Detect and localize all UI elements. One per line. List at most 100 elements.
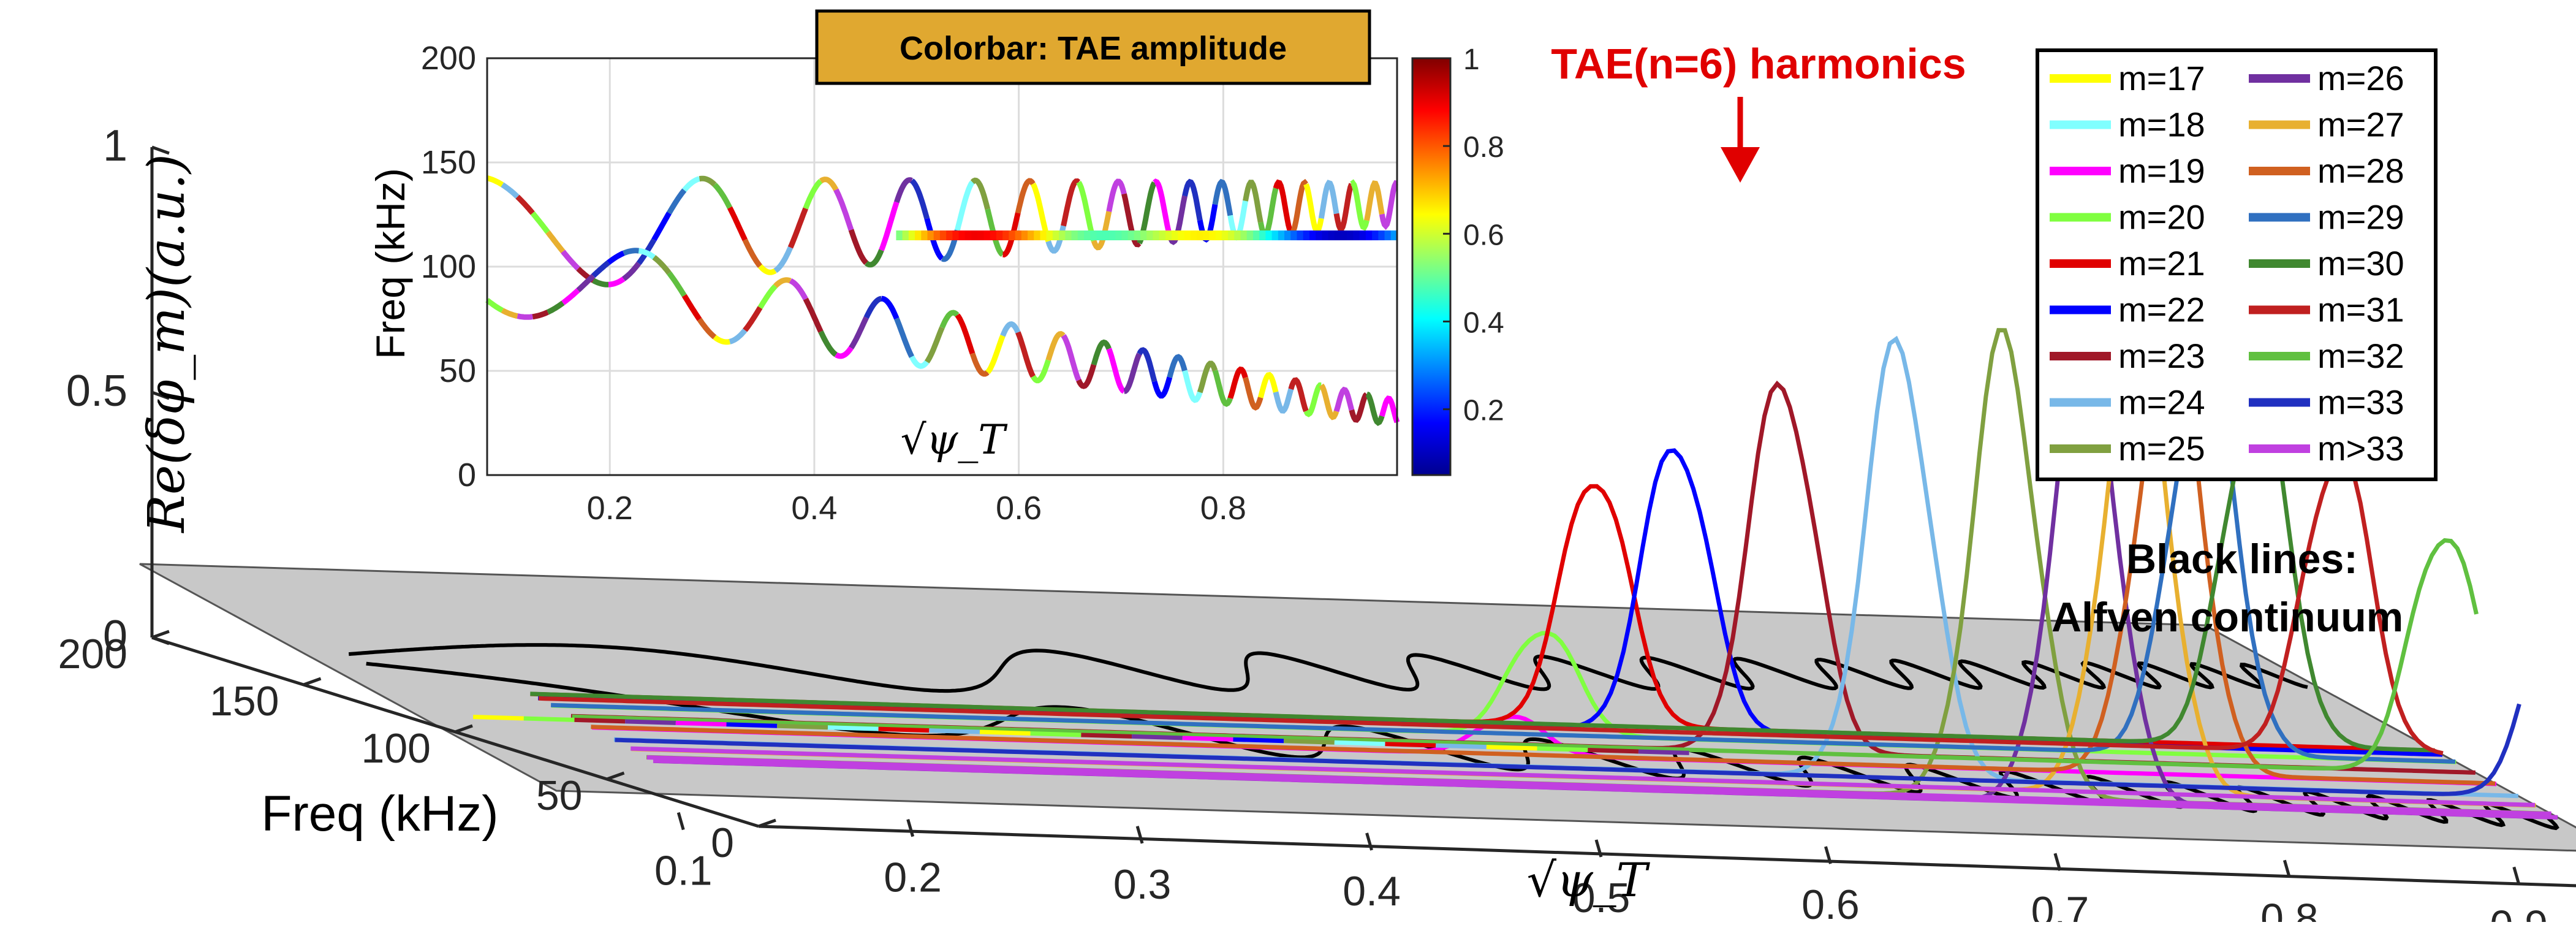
tae-annotation: TAE(n=6) harmonics (1551, 40, 1966, 88)
baseline-segment-11 (1030, 731, 1082, 737)
inset-lower-branch-segment-34 (1000, 321, 1021, 337)
inset-lower-branch-segment-16 (729, 328, 748, 344)
z-axis-label: Re(δφ_m)(a.u.) (138, 154, 196, 534)
amp-bar-segment-11 (964, 230, 972, 240)
inset-upper-branch-segment-3 (530, 211, 550, 234)
x-tick-label-6: 0.7 (2031, 888, 2089, 922)
inset-lower-branch-segment-23 (834, 346, 854, 359)
legend-label-15: m=32 (2317, 337, 2404, 375)
amp-bar-segment-79 (1390, 230, 1398, 240)
legend-label-17: m>33 (2317, 429, 2404, 468)
legend-label-0: m=17 (2118, 59, 2205, 97)
baseline-segment-18 (1385, 742, 1436, 748)
amp-bar-segment-46 (1184, 230, 1191, 240)
inset-upper-branch-segment-21 (803, 178, 823, 210)
inset-upper-branch-segment-0 (486, 175, 504, 188)
inset-upper-branch-segment-25 (864, 249, 884, 268)
inset-lower-branch-segment-2 (517, 313, 533, 320)
amp-bar-segment-7 (939, 230, 947, 240)
y-tick-label-0: 0 (711, 820, 734, 866)
inset-upper-branch-segment-52 (1273, 179, 1294, 234)
baseline-segment-13 (1131, 734, 1183, 740)
amp-bar-segment-0 (896, 230, 903, 240)
inset-upper-branch-segment-14 (699, 175, 717, 187)
amp-bar-segment-35 (1115, 230, 1123, 240)
harmonic-curve-17 (631, 746, 2536, 807)
inset-upper-branch-segment-17 (742, 238, 763, 268)
amp-bar-segment-76 (1372, 230, 1379, 240)
amp-bar-segment-67 (1316, 230, 1323, 240)
amp-bar-segment-16 (996, 230, 1004, 240)
inset-upper-branch-segment-27 (894, 177, 913, 204)
amp-bar-segment-23 (1040, 230, 1047, 240)
inset-lower-branch-segment-5 (561, 288, 580, 305)
inset-ytick-label-2: 100 (421, 248, 476, 285)
inset-upper-branch-segment-5 (561, 249, 580, 271)
inset-xlabel: √ψ_T (901, 416, 1009, 463)
amp-bar-segment-13 (977, 230, 985, 240)
inset-lower-branch-segment-11 (652, 255, 672, 275)
amp-bar-segment-52 (1221, 230, 1229, 240)
baseline-segment-10 (979, 729, 1031, 736)
amp-bar-segment-27 (1065, 230, 1072, 240)
amp-bar-segment-39 (1140, 230, 1148, 240)
harmonic-curve-13 (572, 538, 2479, 771)
colorbar: 0.2 0.4 0.6 0.8 1 (1411, 44, 1504, 476)
inset-upper-branch-segment-2 (515, 194, 535, 215)
amp-bar-segment-29 (1077, 230, 1085, 240)
inset-lower-branch-segment-38 (1061, 334, 1082, 381)
amp-bar-segment-42 (1159, 230, 1166, 240)
baseline-segment-1 (523, 716, 575, 722)
amp-bar-segment-20 (1021, 230, 1029, 240)
x-tick-label-7: 0.8 (2260, 895, 2319, 922)
inset-lower-branch-segment-33 (985, 335, 1006, 375)
inset-lower-branch-segment-55 (1319, 383, 1339, 421)
inset-title: Colorbar: TAE amplitude (900, 30, 1287, 67)
x-tick-0 (676, 812, 685, 831)
amp-bar-segment-50 (1209, 230, 1216, 240)
y-tick-0 (758, 818, 776, 828)
amp-bar-segment-56 (1246, 230, 1254, 240)
amp-bar-segment-30 (1084, 230, 1091, 240)
amp-bar-segment-40 (1146, 230, 1154, 240)
baseline-segment-17 (1334, 740, 1385, 747)
y-tick-2 (455, 724, 473, 734)
harmonic-curve-10 (550, 336, 2456, 764)
inset-lower-branch-segment-44 (1151, 376, 1173, 399)
baseline-segment-12 (1081, 733, 1132, 739)
harmonic-curve-14 (615, 703, 2521, 796)
z-tick-label-2: 1 (103, 121, 127, 170)
legend-label-8: m=25 (2118, 429, 2205, 468)
inset-lower-branch-segment-35 (1015, 331, 1036, 378)
inset-lower-branch-segment-15 (713, 335, 730, 345)
inset-lower-branch-segment-14 (697, 318, 717, 340)
amp-bar-segment-72 (1347, 230, 1354, 240)
amp-bar-segment-1 (902, 230, 909, 240)
amp-bar-segment-24 (1046, 230, 1053, 240)
amp-bar-segment-68 (1322, 230, 1329, 240)
legend-label-2: m=19 (2118, 151, 2205, 190)
inset-upper-branch-segment-54 (1303, 183, 1324, 235)
x-tick-2 (1135, 826, 1144, 844)
inset-lower-branch-segment-1 (501, 308, 518, 319)
y-ticks: 0 50 100 150 200 (58, 630, 776, 866)
x-tick-6 (2053, 853, 2062, 871)
inset-upper-branch-segment-59 (1379, 180, 1398, 230)
colorbar-tick-label-3: 0.8 (1463, 131, 1504, 164)
amp-bar-segment-19 (1015, 230, 1022, 240)
baseline-segment-2 (574, 717, 626, 724)
inset-lower-branch-segment-22 (818, 330, 838, 357)
amp-bar-segment-18 (1009, 230, 1016, 240)
amp-bar-segment-28 (1071, 230, 1078, 240)
inset-lower-branch-segment-54 (1303, 382, 1322, 417)
inset-lower-branch-segment-27 (894, 317, 915, 359)
colorbar-tick-label-2: 0.6 (1463, 219, 1504, 251)
legend-label-7: m=24 (2118, 383, 2205, 422)
amp-bar-segment-31 (1090, 230, 1097, 240)
x-tick-5 (1824, 846, 1832, 864)
inset-upper-branch-segment-12 (667, 188, 687, 215)
continuum-annotation-line1: Black lines: (2126, 536, 2358, 582)
z-tick-label-1: 0.5 (66, 367, 127, 416)
z-tick-label-0: 0 (103, 612, 127, 661)
x-tick-label-0: 0.1 (654, 848, 713, 894)
